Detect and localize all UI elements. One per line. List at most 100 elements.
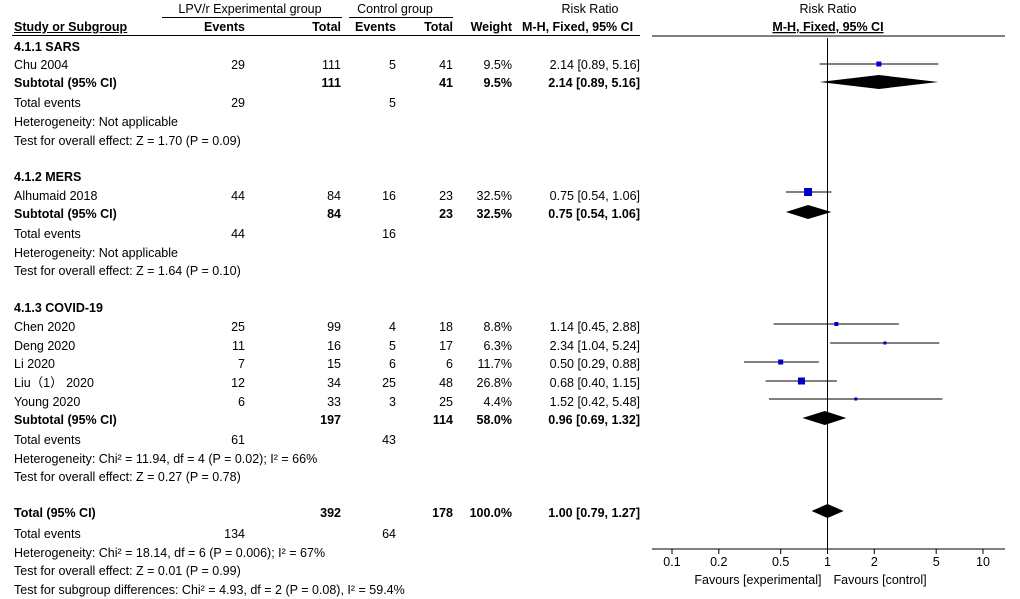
study-name: Young 2020 xyxy=(14,395,81,409)
subgroup-title: 4.1.3 COVID-19 xyxy=(14,301,103,315)
ci-text: 0.50 [0.29, 0.88] xyxy=(549,357,640,371)
effect-square xyxy=(883,341,887,345)
weight: 26.8% xyxy=(476,376,512,390)
plot-subtitle: M-H, Fixed, 95% CI xyxy=(772,20,883,34)
rr-column-header: Risk Ratio xyxy=(561,2,619,16)
exp-total: 15 xyxy=(327,357,341,371)
exp-total: 84 xyxy=(327,207,341,221)
weight: 32.5% xyxy=(476,189,512,203)
effect-square xyxy=(797,377,805,385)
heterogeneity-text: Heterogeneity: Chi² = 11.94, df = 4 (P =… xyxy=(14,452,318,466)
overall-effect-text: Test for overall effect: Z = 1.64 (P = 0… xyxy=(14,264,241,278)
total-events-exp: 61 xyxy=(231,433,245,447)
ctrl-events: 5 xyxy=(389,339,396,353)
x-tick-label: 10 xyxy=(976,555,990,569)
ci-text: 2.14 [0.89, 5.16] xyxy=(549,58,640,72)
plot-title: Risk Ratio xyxy=(800,2,857,16)
study-name: Liu（1） 2020 xyxy=(14,376,94,390)
total-events-exp: 29 xyxy=(231,96,245,110)
total-events-exp: 44 xyxy=(231,227,245,241)
exp-total: 84 xyxy=(327,189,341,203)
effect-square xyxy=(876,61,882,67)
total-events-exp: 134 xyxy=(224,527,245,541)
ctrl-events: 16 xyxy=(382,189,396,203)
x-tick-label: 0.1 xyxy=(663,555,680,569)
exp-total: 197 xyxy=(320,413,341,427)
total-events-ctrl: 5 xyxy=(389,96,396,110)
weight: 8.8% xyxy=(483,320,513,334)
subtotal-label: Subtotal (95% CI) xyxy=(14,413,117,427)
exp-events: 6 xyxy=(238,395,245,409)
ctrl-total: 23 xyxy=(439,189,453,203)
ctrl-total: 18 xyxy=(439,320,453,334)
weight: 100.0% xyxy=(469,506,512,520)
exp-total: 34 xyxy=(327,376,341,390)
ci-text: 2.14 [0.89, 5.16] xyxy=(548,76,640,90)
exp-group-header: LPV/r Experimental group xyxy=(178,2,322,16)
weight: 9.5% xyxy=(483,76,513,90)
subgroup-title: 4.1.2 MERS xyxy=(14,170,82,184)
ctrl-total: 23 xyxy=(439,207,453,221)
forest-table: LPV/r Experimental group Control group R… xyxy=(12,2,640,597)
ctrl-total-header: Total xyxy=(424,20,453,34)
ci-text: 2.34 [1.04, 5.24] xyxy=(549,339,640,353)
exp-total: 392 xyxy=(320,506,341,520)
weight: 9.5% xyxy=(483,58,513,72)
exp-total: 111 xyxy=(321,76,341,90)
exp-events-header: Events xyxy=(204,20,245,34)
total-events-ctrl: 64 xyxy=(382,527,396,541)
heterogeneity-text: Heterogeneity: Not applicable xyxy=(14,246,178,260)
method-column-header: M-H, Fixed, 95% CI xyxy=(522,20,634,34)
x-tick-label: 0.2 xyxy=(710,555,727,569)
heterogeneity-text: Heterogeneity: Chi² = 18.14, df = 6 (P =… xyxy=(14,546,326,560)
ci-text: 0.75 [0.54, 1.06] xyxy=(548,207,640,221)
ci-text: 1.14 [0.45, 2.88] xyxy=(549,320,640,334)
exp-total: 16 xyxy=(327,339,341,353)
ctrl-total: 114 xyxy=(432,413,453,427)
subtotal-label: Subtotal (95% CI) xyxy=(14,76,117,90)
ctrl-total: 25 xyxy=(439,395,453,409)
ci-text: 0.75 [0.54, 1.06] xyxy=(549,189,640,203)
ctrl-total: 48 xyxy=(439,376,453,390)
exp-events: 44 xyxy=(231,189,245,203)
weight: 11.7% xyxy=(477,357,512,371)
ctrl-events-header: Events xyxy=(355,20,396,34)
subgroup-title: 4.1.1 SARS xyxy=(14,40,81,54)
x-label-right: Favours [control] xyxy=(834,573,927,587)
ci-text: 0.96 [0.69, 1.32] xyxy=(548,413,640,427)
ci-text: 1.00 [0.79, 1.27] xyxy=(548,506,640,520)
weight-header: Weight xyxy=(470,20,512,34)
pooled-diamond xyxy=(785,205,832,219)
exp-events: 7 xyxy=(238,357,245,371)
ctrl-events: 3 xyxy=(389,395,396,409)
exp-total: 111 xyxy=(321,58,341,72)
subtotal-label: Subtotal (95% CI) xyxy=(14,207,117,221)
x-label-left: Favours [experimental] xyxy=(694,573,821,587)
exp-total: 33 xyxy=(327,395,341,409)
exp-total-header: Total xyxy=(312,20,341,34)
total-events-ctrl: 43 xyxy=(382,433,396,447)
ctrl-events: 6 xyxy=(389,357,396,371)
ctrl-total: 6 xyxy=(446,357,453,371)
weight: 32.5% xyxy=(476,207,512,221)
pooled-diamond xyxy=(811,504,844,518)
exp-events: 25 xyxy=(231,320,245,334)
x-tick-label: 2 xyxy=(871,555,878,569)
overall-effect-text: Test for overall effect: Z = 1.70 (P = 0… xyxy=(14,134,241,148)
ci-text: 0.68 [0.40, 1.15] xyxy=(549,376,640,390)
weight: 58.0% xyxy=(476,413,512,427)
overall-effect-text: Test for overall effect: Z = 0.01 (P = 0… xyxy=(14,564,241,578)
weight: 4.4% xyxy=(483,395,513,409)
total-label: Total (95% CI) xyxy=(14,506,96,520)
total-events-label: Total events xyxy=(14,96,81,110)
study-name: Alhumaid 2018 xyxy=(14,189,98,203)
ctrl-events: 25 xyxy=(382,376,396,390)
ctrl-total: 178 xyxy=(432,506,453,520)
ctrl-events: 4 xyxy=(389,320,396,334)
effect-square xyxy=(854,397,858,401)
ctrl-total: 41 xyxy=(439,58,453,72)
total-events-label: Total events xyxy=(14,227,81,241)
heterogeneity-text: Heterogeneity: Not applicable xyxy=(14,115,178,129)
exp-events: 12 xyxy=(231,376,245,390)
